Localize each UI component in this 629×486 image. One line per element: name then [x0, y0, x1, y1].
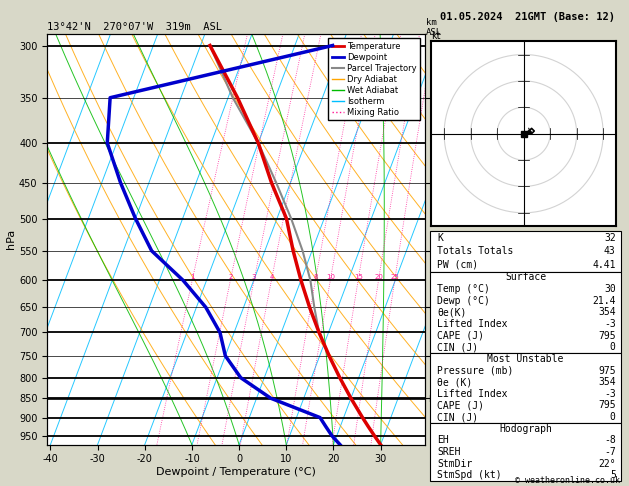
Text: 43: 43	[604, 246, 616, 256]
Text: Surface: Surface	[505, 273, 546, 282]
Text: 32: 32	[604, 233, 616, 243]
Text: 15: 15	[353, 274, 363, 280]
Text: ASL: ASL	[426, 28, 442, 37]
Text: kt: kt	[431, 31, 440, 41]
Bar	[430, 423, 621, 481]
Text: 20: 20	[374, 274, 383, 280]
Text: 975: 975	[598, 365, 616, 376]
Text: km: km	[426, 18, 437, 28]
Text: Hodograph: Hodograph	[499, 424, 552, 434]
Y-axis label: Mixing Ratio (g/kg): Mixing Ratio (g/kg)	[457, 196, 466, 282]
Bar	[430, 353, 621, 423]
Text: StmDir: StmDir	[437, 459, 472, 469]
Text: 1: 1	[190, 274, 194, 280]
Text: Totals Totals: Totals Totals	[437, 246, 514, 256]
Text: 25: 25	[391, 274, 399, 280]
Bar	[430, 272, 621, 353]
Text: 3: 3	[252, 274, 257, 280]
Text: 4.41: 4.41	[592, 260, 616, 270]
Text: Pressure (mb): Pressure (mb)	[437, 365, 514, 376]
Text: StmSpd (kt): StmSpd (kt)	[437, 470, 502, 480]
Text: 795: 795	[598, 400, 616, 411]
Bar	[430, 231, 621, 272]
Text: 10: 10	[326, 274, 335, 280]
Text: 13°42'N  270°07'W  319m  ASL: 13°42'N 270°07'W 319m ASL	[47, 22, 222, 32]
Text: 2: 2	[228, 274, 233, 280]
Text: 30: 30	[604, 284, 616, 294]
Text: 21.4: 21.4	[592, 295, 616, 306]
Text: Temp (°C): Temp (°C)	[437, 284, 490, 294]
Text: 795: 795	[598, 330, 616, 341]
Text: 22°: 22°	[598, 459, 616, 469]
Text: 01.05.2024  21GMT (Base: 12): 01.05.2024 21GMT (Base: 12)	[440, 12, 615, 22]
Text: K: K	[437, 233, 443, 243]
Text: 8: 8	[313, 274, 318, 280]
Text: 5: 5	[610, 470, 616, 480]
X-axis label: Dewpoint / Temperature (°C): Dewpoint / Temperature (°C)	[156, 467, 316, 477]
Y-axis label: hPa: hPa	[6, 229, 16, 249]
Text: 0: 0	[610, 342, 616, 352]
Text: -8: -8	[604, 435, 616, 445]
Text: © weatheronline.co.uk: © weatheronline.co.uk	[515, 475, 620, 485]
Text: Most Unstable: Most Unstable	[487, 354, 564, 364]
Text: CIN (J): CIN (J)	[437, 342, 479, 352]
Text: Lifted Index: Lifted Index	[437, 319, 508, 329]
Text: 0: 0	[610, 412, 616, 422]
Text: CIN (J): CIN (J)	[437, 412, 479, 422]
Text: θe(K): θe(K)	[437, 307, 467, 317]
Text: LCL: LCL	[428, 395, 445, 404]
Text: -7: -7	[604, 447, 616, 457]
Text: 354: 354	[598, 307, 616, 317]
Text: -3: -3	[604, 389, 616, 399]
Text: 4: 4	[269, 274, 274, 280]
Text: -3: -3	[604, 319, 616, 329]
Legend: Temperature, Dewpoint, Parcel Trajectory, Dry Adiabat, Wet Adiabat, Isotherm, Mi: Temperature, Dewpoint, Parcel Trajectory…	[328, 38, 420, 121]
Text: EH: EH	[437, 435, 449, 445]
Text: 354: 354	[598, 377, 616, 387]
Text: Lifted Index: Lifted Index	[437, 389, 508, 399]
Text: PW (cm): PW (cm)	[437, 260, 479, 270]
Text: θe (K): θe (K)	[437, 377, 472, 387]
Text: CAPE (J): CAPE (J)	[437, 330, 484, 341]
Text: Dewp (°C): Dewp (°C)	[437, 295, 490, 306]
Text: CAPE (J): CAPE (J)	[437, 400, 484, 411]
Text: SREH: SREH	[437, 447, 461, 457]
